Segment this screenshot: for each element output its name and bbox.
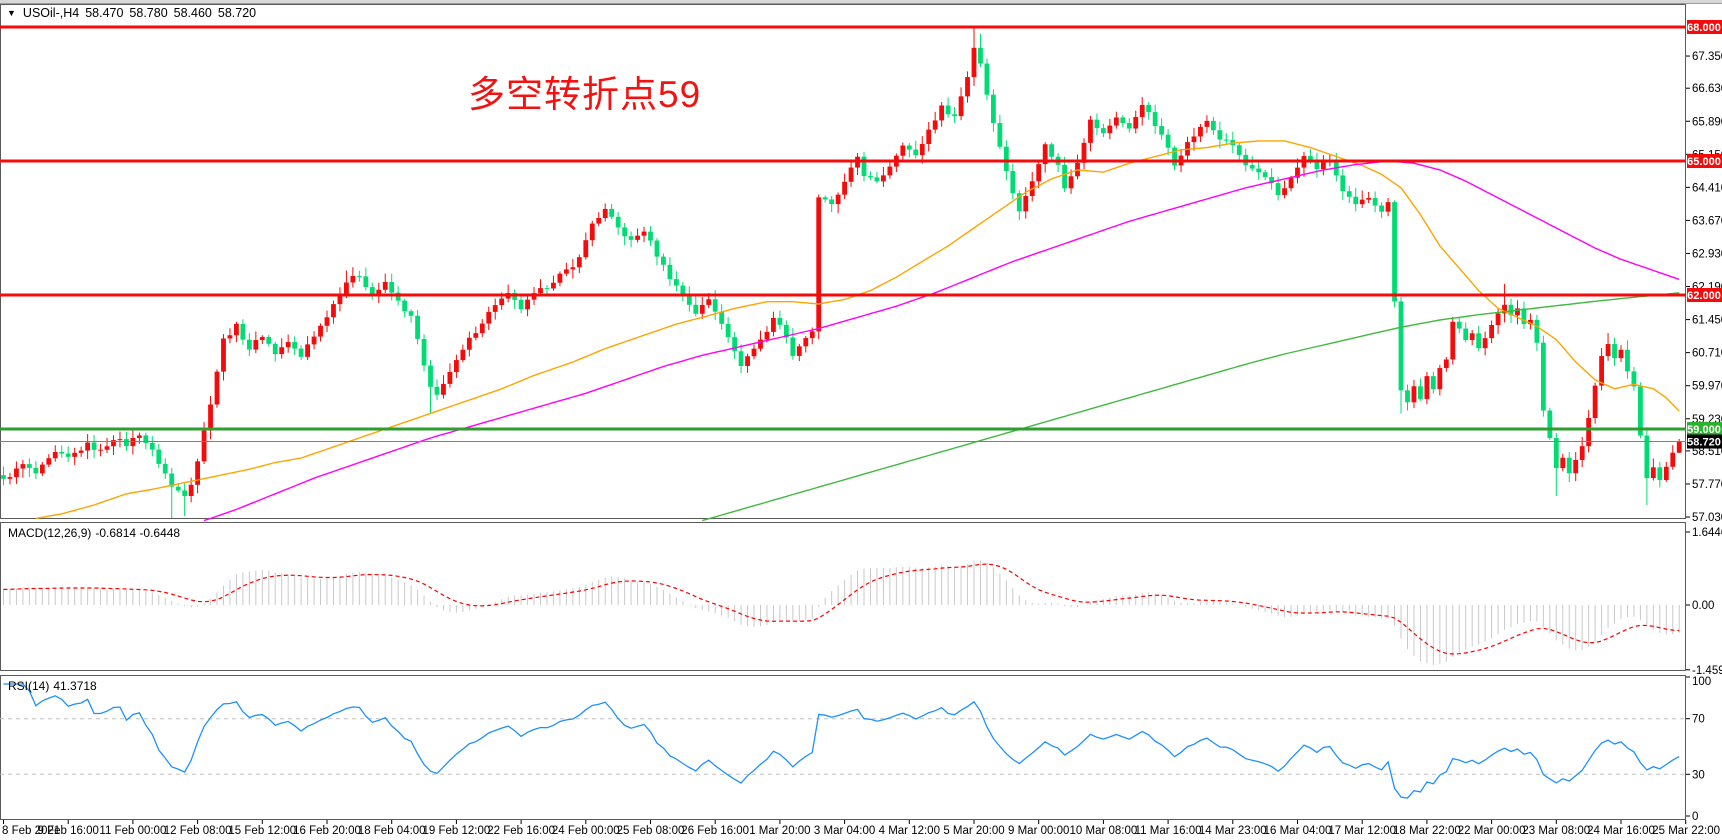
price-tag-59.000: 59.000 xyxy=(1687,422,1722,437)
window-top-edge xyxy=(0,0,1722,4)
rsi-line xyxy=(3,683,1680,799)
quote-open: 58.470 xyxy=(85,6,124,20)
rsi-value: 41.3718 xyxy=(53,679,97,693)
pane-borders xyxy=(0,4,1686,820)
macd-values: -0.6814 -0.6448 xyxy=(95,526,181,540)
time-label: 24 Mar 16:00 xyxy=(1587,825,1655,837)
time-label: 25 Feb 08:00 xyxy=(617,825,685,837)
time-label: 22 Mar 00:00 xyxy=(1458,825,1526,837)
time-label: 16 Mar 04:00 xyxy=(1264,825,1332,837)
ma-slow-green-line xyxy=(702,292,1680,522)
svg-text:65.890: 65.890 xyxy=(1692,116,1722,128)
time-label: 9 Feb 16:00 xyxy=(38,825,99,837)
rsi-name: RSI(14) xyxy=(8,679,50,693)
symbol-timeframe-label: USOil-,H4 xyxy=(22,6,80,20)
time-label: 26 Feb 16:00 xyxy=(681,825,749,837)
ma-fast-orange-line xyxy=(35,140,1680,520)
time-label: 24 Feb 00:00 xyxy=(552,825,620,837)
svg-text:0: 0 xyxy=(1692,811,1698,823)
price-tag-68.000: 68.000 xyxy=(1687,20,1722,34)
svg-text:66.630: 66.630 xyxy=(1692,83,1722,95)
macd-indicator-label: MACD(12,26,9) -0.6814 -0.6448 xyxy=(8,526,184,540)
price-tag-65.000: 65.000 xyxy=(1687,154,1722,169)
symbol-quote-line: ▼ USOil-,H4 58.470 58.780 58.460 58.720 xyxy=(7,6,256,20)
collapse-triangle-icon[interactable]: ▼ xyxy=(7,8,16,18)
price-tag-58.720: 58.720 xyxy=(1687,434,1722,449)
time-label: 22 Feb 16:00 xyxy=(487,825,555,837)
time-label: 1 Mar 20:00 xyxy=(749,825,810,837)
svg-text:60.710: 60.710 xyxy=(1692,348,1722,360)
rsi-indicator-label: RSI(14) 41.3718 xyxy=(8,679,101,693)
quote-low: 58.460 xyxy=(173,6,212,20)
svg-text:57.030: 57.030 xyxy=(1692,512,1722,524)
price-axis[interactable]: 67.35066.63065.89065.15064.41063.67062.9… xyxy=(1686,51,1722,524)
time-label: 3 Mar 04:00 xyxy=(814,825,875,837)
time-label: 16 Feb 20:00 xyxy=(293,825,361,837)
svg-text:59.970: 59.970 xyxy=(1692,381,1722,393)
macd-signal-line xyxy=(3,563,1680,655)
time-label: 8 Feb 2021 xyxy=(2,825,60,837)
time-label: 25 Mar 22:00 xyxy=(1652,825,1720,837)
macd-axis[interactable]: 1.6446 0.00 -1.4594 xyxy=(1686,527,1722,677)
quote-high: 58.780 xyxy=(129,6,168,20)
time-label: 5 Mar 20:00 xyxy=(943,825,1004,837)
time-label: 9 Mar 00:00 xyxy=(1008,825,1069,837)
time-label: 11 Mar 16:00 xyxy=(1135,825,1202,837)
svg-text:58.720: 58.720 xyxy=(1687,437,1721,449)
svg-text:100: 100 xyxy=(1692,676,1711,688)
quote-close: 58.720 xyxy=(217,6,257,20)
svg-text:1.6446: 1.6446 xyxy=(1692,527,1722,539)
time-label: 15 Feb 12:00 xyxy=(228,825,296,837)
price-tag-62.000: 62.000 xyxy=(1687,288,1722,303)
svg-text:-1.4594: -1.4594 xyxy=(1692,665,1722,677)
time-label: 4 Mar 12:00 xyxy=(879,825,940,837)
rsi-axis[interactable]: 100 70 30 0 xyxy=(1686,676,1711,823)
svg-text:0.00: 0.00 xyxy=(1692,600,1714,612)
svg-text:59.000: 59.000 xyxy=(1687,424,1721,436)
time-label: 18 Feb 04:00 xyxy=(358,825,426,837)
svg-text:57.770: 57.770 xyxy=(1692,479,1722,491)
time-label: 19 Feb 12:00 xyxy=(423,825,491,837)
svg-text:63.670: 63.670 xyxy=(1692,215,1722,227)
price-level-lines xyxy=(0,25,1686,443)
time-label: 18 Mar 22:00 xyxy=(1393,825,1461,837)
svg-text:68.000: 68.000 xyxy=(1687,22,1721,34)
svg-text:64.410: 64.410 xyxy=(1692,182,1722,194)
time-label: 14 Mar 23:00 xyxy=(1199,825,1267,837)
rsi-pane-content xyxy=(0,683,1686,799)
svg-text:61.450: 61.450 xyxy=(1692,315,1722,327)
svg-text:62.000: 62.000 xyxy=(1687,290,1721,302)
svg-text:30: 30 xyxy=(1692,769,1705,781)
candles-layer[interactable] xyxy=(1,27,1682,518)
macd-histogram xyxy=(3,560,1680,665)
svg-text:62.930: 62.930 xyxy=(1692,248,1722,260)
svg-text:65.000: 65.000 xyxy=(1687,156,1721,168)
time-label: 17 Mar 12:00 xyxy=(1328,825,1396,837)
time-label: 23 Mar 08:00 xyxy=(1522,825,1590,837)
time-label: 11 Feb 00:00 xyxy=(99,825,166,837)
svg-text:58.510: 58.510 xyxy=(1692,446,1722,458)
time-label: 10 Mar 08:00 xyxy=(1070,825,1138,837)
macd-name: MACD(12,26,9) xyxy=(8,526,92,540)
svg-text:67.350: 67.350 xyxy=(1692,51,1722,63)
time-label: 12 Feb 08:00 xyxy=(164,825,232,837)
chart-annotation-text: 多空转折点59 xyxy=(468,74,702,115)
ma-mid-magenta-line xyxy=(203,160,1680,522)
svg-text:70: 70 xyxy=(1692,714,1705,726)
